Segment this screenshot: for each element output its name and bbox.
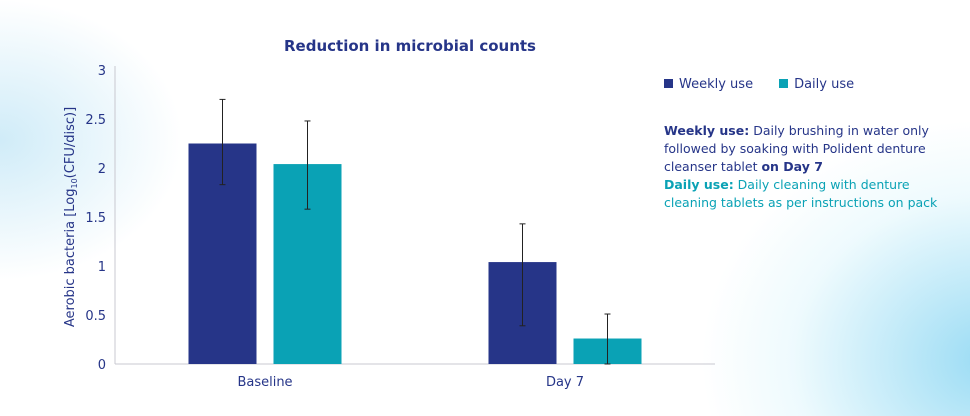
y-tick-label: 1.5 xyxy=(85,211,106,226)
notes: Weekly use: Daily brushing in water only… xyxy=(664,122,944,212)
y-tick-label: 0.5 xyxy=(85,309,106,324)
x-category-label: Baseline xyxy=(237,375,292,390)
daily-note: Daily use: Daily cleaning with denture c… xyxy=(664,176,944,212)
legend-label: Weekly use xyxy=(679,77,754,92)
y-tick-label: 0 xyxy=(98,358,106,373)
legend: Weekly use Daily use xyxy=(664,77,854,92)
legend-swatch-weekly xyxy=(664,79,673,88)
legend-item-daily: Daily use xyxy=(779,77,854,92)
legend-swatch-daily xyxy=(779,79,789,88)
y-tick-label: 1 xyxy=(98,260,106,275)
y-axis-label: Aerobic bacteria [Log10(CFU/disc)] xyxy=(63,107,79,327)
x-category-label: Day 7 xyxy=(546,375,584,390)
y-tick-label: 2.5 xyxy=(85,113,106,128)
weekly-note-emphasis: on Day 7 xyxy=(761,159,823,174)
weekly-note: Weekly use: Daily brushing in water only… xyxy=(664,122,944,176)
weekly-note-label: Weekly use: xyxy=(664,123,750,138)
y-tick-label: 3 xyxy=(98,64,106,79)
daily-note-label: Daily use: xyxy=(664,177,734,192)
y-tick-label: 2 xyxy=(98,162,106,177)
weekly-note-text: Daily brushing in water only followed by… xyxy=(664,123,929,174)
daily-note-text: Daily cleaning with denture cleaning tab… xyxy=(664,177,938,210)
chart-title: Reduction in microbial counts xyxy=(284,37,536,55)
legend-label: Daily use xyxy=(794,77,855,92)
legend-item-weekly: Weekly use xyxy=(664,77,753,92)
